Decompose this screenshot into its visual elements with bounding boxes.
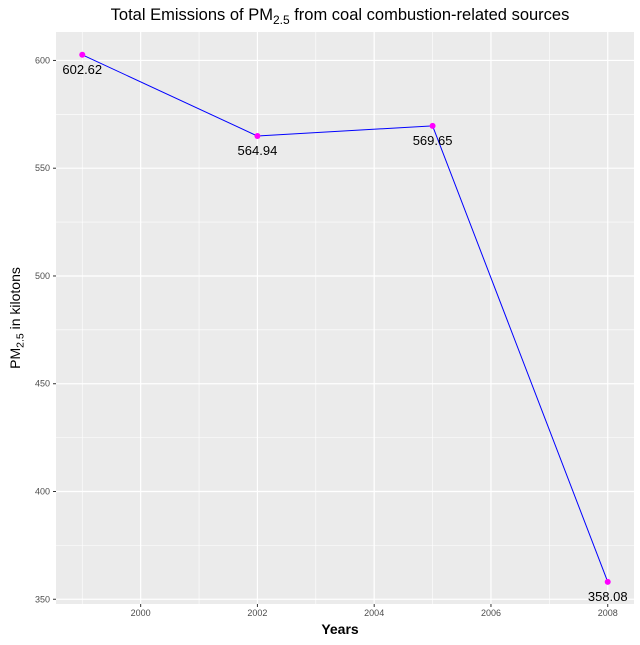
data-labels-layer: 602.62 564.94 569.65 358.08 bbox=[62, 62, 627, 604]
data-label: 569.65 bbox=[413, 133, 453, 148]
chart-title-prefix: Total Emissions of PM bbox=[111, 6, 273, 24]
chart-title-subscript: 2.5 bbox=[273, 13, 290, 27]
y-tick-label: 350 bbox=[35, 594, 50, 604]
y-axis-title: PM2.5 in kilotons bbox=[7, 267, 27, 369]
chart-title: Total Emissions of PM2.5 from coal combu… bbox=[111, 6, 570, 27]
data-point bbox=[604, 578, 611, 585]
data-point bbox=[429, 122, 436, 129]
x-tick-label: 2000 bbox=[131, 608, 151, 618]
grid-lines bbox=[56, 32, 634, 604]
data-label: 564.94 bbox=[238, 143, 278, 158]
y-tick-label: 600 bbox=[35, 55, 50, 65]
data-label: 358.08 bbox=[588, 589, 628, 604]
data-point bbox=[254, 133, 261, 140]
plot-panel bbox=[56, 32, 634, 604]
series-line-layer bbox=[82, 54, 609, 583]
x-tick-label: 2004 bbox=[364, 608, 384, 618]
y-axis-title-subscript: 2.5 bbox=[15, 333, 27, 348]
chart-title-suffix: from coal combustion-related sources bbox=[290, 6, 570, 24]
data-label: 602.62 bbox=[62, 62, 102, 77]
series-line bbox=[82, 54, 609, 583]
y-tick-label: 500 bbox=[35, 271, 50, 281]
data-points-layer bbox=[79, 51, 611, 585]
y-axis-ticks: 350 400 450 500 550 600 bbox=[35, 55, 56, 604]
y-axis-title-prefix: PM bbox=[7, 348, 23, 369]
x-axis-ticks: 2000 2002 2004 2006 2008 bbox=[131, 604, 618, 618]
x-tick-label: 2006 bbox=[481, 608, 501, 618]
x-axis-title: Years bbox=[321, 621, 359, 637]
y-axis-title-suffix: in kilotons bbox=[7, 267, 23, 333]
x-tick-label: 2008 bbox=[598, 608, 618, 618]
x-tick-label: 2002 bbox=[247, 608, 267, 618]
y-tick-label: 400 bbox=[35, 486, 50, 496]
y-tick-label: 550 bbox=[35, 163, 50, 173]
data-point bbox=[79, 51, 86, 58]
y-tick-label: 450 bbox=[35, 379, 50, 389]
